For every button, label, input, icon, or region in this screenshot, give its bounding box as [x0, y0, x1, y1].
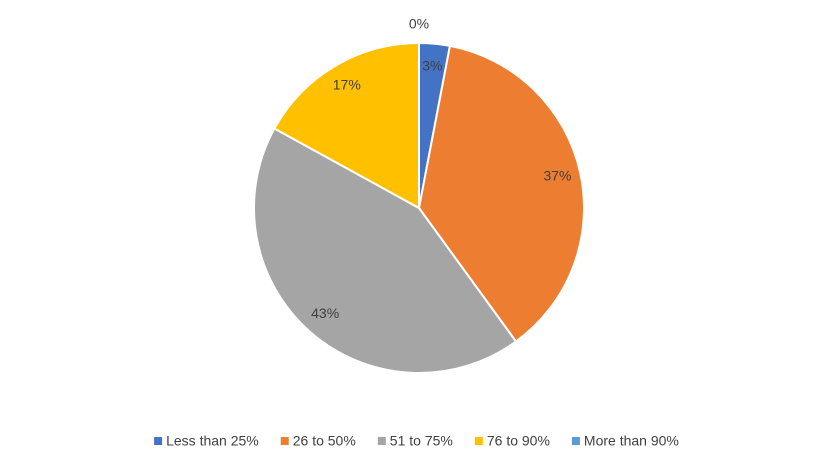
data-label: 37% [543, 168, 571, 184]
legend-label: 51 to 75% [390, 433, 453, 449]
legend-marker [280, 437, 289, 445]
legend-marker [154, 437, 163, 445]
legend-label: 26 to 50% [293, 433, 356, 449]
pie-slice [253, 127, 518, 374]
legend-label: 76 to 90% [487, 433, 550, 449]
data-label: 0% [409, 16, 429, 32]
data-label: 17% [333, 77, 361, 93]
pie-slice [417, 44, 585, 343]
legend-marker [571, 437, 580, 445]
pie-slice [273, 41, 420, 210]
legend-marker [377, 437, 386, 445]
legend-label: Less than 25% [166, 433, 259, 449]
legend-marker [474, 437, 483, 445]
legend-label: More than 90% [584, 433, 679, 449]
data-label: 3% [422, 57, 442, 73]
data-label: 43% [311, 305, 339, 321]
